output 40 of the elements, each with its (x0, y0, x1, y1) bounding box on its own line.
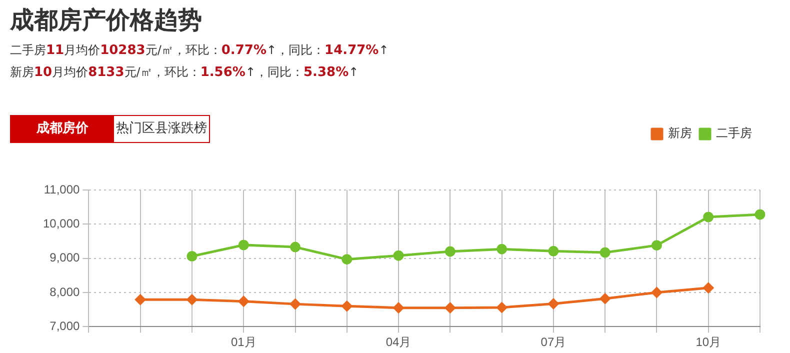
y-tick-label: 11,000 (44, 182, 80, 196)
point (186, 251, 198, 262)
point (600, 293, 610, 304)
y-tick-label: 9,000 (50, 250, 80, 265)
point (600, 247, 610, 258)
point (393, 302, 404, 314)
y-tick-label: 10,000 (43, 216, 80, 230)
point (342, 300, 352, 312)
y-tick-label: 7,000 (50, 318, 80, 333)
y-tick-label: 8,000 (50, 284, 80, 299)
chart-title: 成都房产价格趋势 (10, 5, 202, 36)
x-tick-label: 07月 (540, 335, 566, 350)
point (651, 240, 662, 251)
x-tick-label: 10月 (696, 335, 722, 350)
legend-label: 二手房 (716, 126, 752, 140)
point (186, 294, 198, 305)
x-tick-label: 04月 (386, 335, 412, 350)
point (290, 298, 301, 310)
point (444, 246, 456, 257)
point (342, 254, 352, 265)
text: 成都房价 (11, 116, 114, 142)
text: 二手房11月均价10283元/㎡，环比：0.77%↑，同比：14.77%↑ (10, 43, 389, 58)
point (754, 209, 766, 220)
point (238, 296, 249, 307)
point (238, 240, 249, 250)
point (548, 298, 559, 309)
point (444, 302, 456, 314)
point (651, 287, 662, 298)
point (135, 294, 146, 305)
text: 新房10月均价8133元/㎡，环比：1.56%↑，同比：5.38%↑ (10, 65, 359, 80)
x-tick-label: 01月 (230, 335, 256, 350)
point (548, 246, 559, 256)
text: 热门区县涨跌榜 (115, 120, 208, 138)
point (703, 282, 714, 294)
point (703, 212, 714, 222)
legend-label: 新房 (668, 126, 692, 140)
point (496, 244, 508, 254)
point (496, 302, 508, 313)
point (393, 250, 404, 261)
point (290, 242, 301, 252)
